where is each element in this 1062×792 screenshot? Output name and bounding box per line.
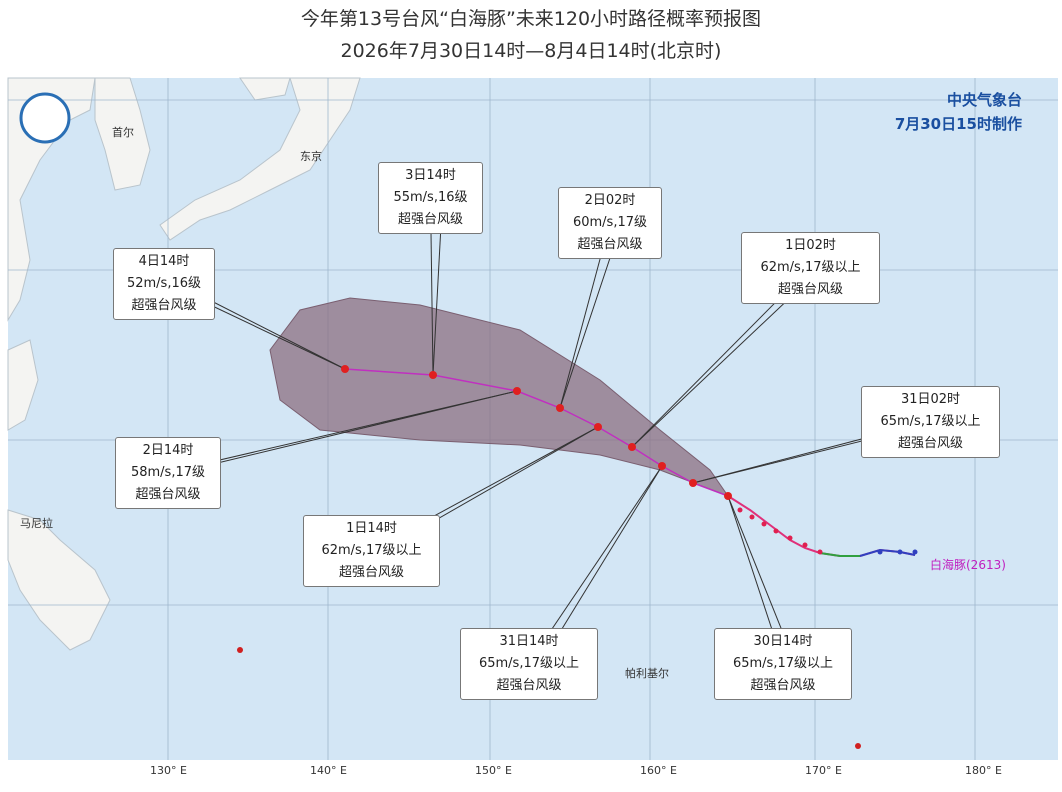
- callout-wind: 62m/s,17级以上: [321, 543, 422, 558]
- issued-time: 7月30日15时制作: [894, 115, 1022, 133]
- leader-line: [179, 390, 518, 473]
- track-point: [513, 387, 521, 395]
- past-point: [897, 549, 903, 555]
- callout-level: 超强台风级: [135, 487, 201, 502]
- longitude-label: 170° E: [805, 764, 842, 777]
- track-point: [341, 365, 349, 373]
- callout-wind: 65m/s,17级以上: [732, 656, 834, 671]
- place-label: 东京: [300, 150, 322, 163]
- callout-level: 超强台风级: [496, 678, 562, 693]
- callout-time: 2日14时: [142, 443, 194, 458]
- callout-level: 超强台风级: [577, 237, 643, 252]
- callout-level: 超强台风级: [131, 298, 197, 313]
- track-point: [724, 492, 732, 500]
- track-point: [628, 443, 636, 451]
- callout-wind: 60m/s,17级: [572, 215, 648, 230]
- place-label: 首尔: [112, 126, 134, 139]
- callout-wind: 65m/s,17级以上: [478, 656, 580, 671]
- past-point: [877, 549, 883, 555]
- callout-time: 4日14时: [138, 254, 190, 269]
- callout-level: 超强台风级: [897, 436, 963, 451]
- past-point: [737, 507, 743, 513]
- callout-wind: 62m/s,17级以上: [760, 260, 861, 275]
- longitude-label: 180° E: [965, 764, 1002, 777]
- place-label: 马尼拉: [20, 517, 53, 530]
- title: 今年第13号台风“白海豚”未来120小时路径概率预报图: [300, 8, 762, 30]
- longitude-label: 140° E: [310, 764, 347, 777]
- callout-time: 1日14时: [346, 521, 397, 536]
- callout-level: 超强台风级: [397, 212, 463, 227]
- agency: 中央气象台 7月30日15时制作: [895, 88, 1022, 136]
- past-point: [787, 535, 793, 541]
- track-point: [689, 479, 697, 487]
- callout-time: 1日02时: [785, 238, 836, 253]
- track-point: [556, 404, 564, 412]
- callout: 2日14时 58m/s,17级 超强台风级: [115, 437, 221, 509]
- past-point: [817, 549, 823, 555]
- past-point: [802, 542, 808, 548]
- callout: 31日14时 65m/s,17级以上 超强台风级: [460, 628, 598, 700]
- place-dot: [237, 647, 243, 653]
- callout-level: 超强台风级: [338, 565, 404, 580]
- callout-time: 31日02时: [900, 392, 961, 407]
- callout-time: 30日14时: [753, 634, 813, 649]
- longitude-label: 150° E: [475, 764, 512, 777]
- callout-level: 超强台风级: [750, 678, 816, 693]
- past-track-segment: [819, 552, 860, 557]
- callout: 1日14时 62m/s,17级以上 超强台风级: [303, 515, 440, 587]
- subtitle: 2026年7月30日14时—8月4日14时(北京时): [340, 40, 722, 62]
- past-point: [761, 521, 767, 527]
- track-point: [594, 423, 602, 431]
- past-point: [773, 528, 779, 534]
- callout: 31日02时 65m/s,17级以上 超强台风级: [861, 386, 1000, 458]
- callout: 4日14时 52m/s,16级 超强台风级: [113, 248, 215, 320]
- callout: 3日14时 55m/s,16级 超强台风级: [378, 162, 483, 234]
- callout: 2日02时 60m/s,17级 超强台风级: [558, 187, 662, 259]
- callout-time: 2日02时: [584, 193, 636, 208]
- callout: 1日02时 62m/s,17级以上 超强台风级: [741, 232, 880, 304]
- agency-name: 中央气象台: [946, 91, 1022, 109]
- past-track-segment: [859, 548, 916, 557]
- past-point: [749, 514, 755, 520]
- callout-wind: 65m/s,17级以上: [880, 414, 981, 429]
- callout-time: 3日14时: [405, 168, 456, 183]
- probability-cone: [269, 297, 730, 498]
- place-dot: [855, 743, 861, 749]
- track-point: [429, 371, 437, 379]
- longitude-label: 130° E: [150, 764, 187, 777]
- logo: [19, 92, 71, 144]
- longitude-label: 160° E: [640, 764, 677, 777]
- callout-wind: 52m/s,16级: [126, 276, 202, 291]
- callout-wind: 58m/s,17级: [130, 465, 206, 480]
- track-point: [658, 462, 666, 470]
- callout-wind: 55m/s,16级: [393, 190, 468, 205]
- callout: 30日14时 65m/s,17级以上 超强台风级: [714, 628, 852, 700]
- past-point: [912, 549, 918, 555]
- land: [7, 77, 361, 651]
- typhoon-label: 白海豚(2613): [930, 558, 1006, 572]
- callout-time: 31日14时: [499, 634, 559, 649]
- callout-level: 超强台风级: [777, 282, 843, 297]
- place-label: 帕利基尔: [625, 667, 669, 680]
